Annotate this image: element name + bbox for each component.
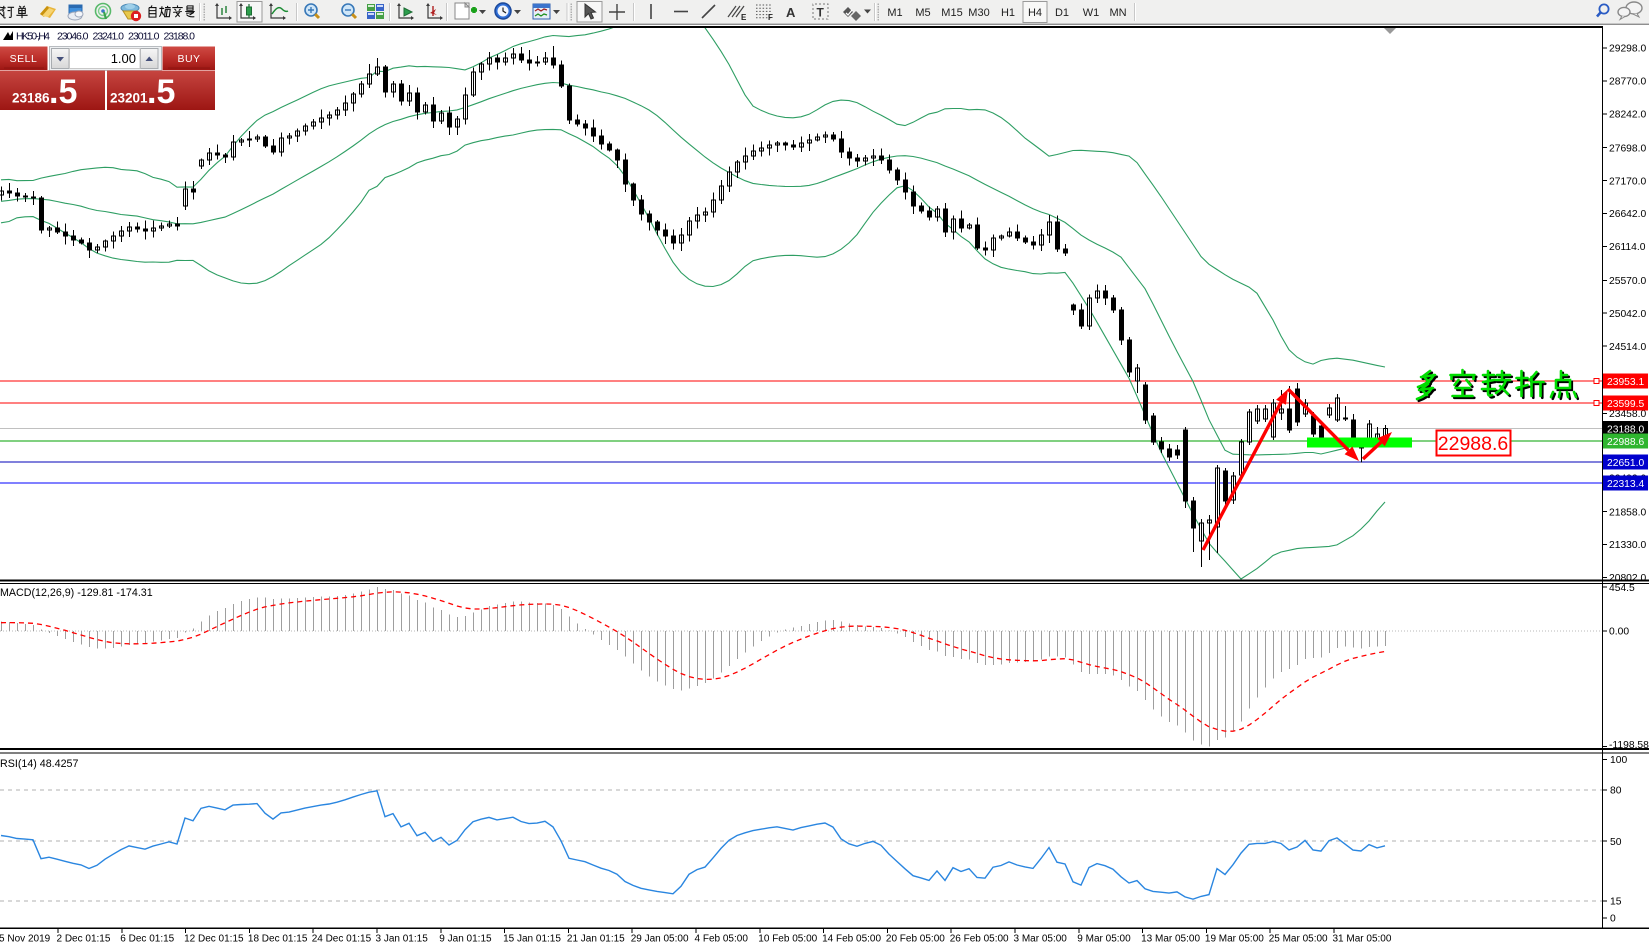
svg-text:23046.0: 23046.0 [57,31,89,43]
svg-text:15 Jan 01:15: 15 Jan 01:15 [503,934,561,945]
svg-text:H4: H4 [1028,7,1042,19]
svg-text:D1: D1 [1055,7,1069,19]
svg-text:18 Dec 01:15: 18 Dec 01:15 [248,934,308,945]
svg-text:20 Feb 05:00: 20 Feb 05:00 [886,934,945,945]
svg-text:28770.0: 28770.0 [1609,77,1646,88]
svg-text:23201: 23201 [110,91,148,106]
svg-text:1.00: 1.00 [111,51,136,66]
svg-text:HK50-,H4: HK50-,H4 [16,31,50,43]
svg-text:23188.0: 23188.0 [1607,425,1644,436]
svg-text:21330.0: 21330.0 [1609,540,1646,551]
svg-text:SELL: SELL [10,53,38,65]
svg-text:3 Jan 01:15: 3 Jan 01:15 [376,934,429,945]
svg-text:T: T [817,6,825,20]
svg-text:13 Mar 05:00: 13 Mar 05:00 [1141,934,1200,945]
svg-text:9 Jan 01:15: 9 Jan 01:15 [439,934,492,945]
svg-text:.5: .5 [49,73,77,111]
svg-text:12 Dec 01:15: 12 Dec 01:15 [184,934,244,945]
svg-text:10 Feb 05:00: 10 Feb 05:00 [758,934,817,945]
svg-text:9 Mar 05:00: 9 Mar 05:00 [1077,934,1131,945]
svg-text:24 Dec 01:15: 24 Dec 01:15 [312,934,372,945]
svg-text:M30: M30 [968,7,989,19]
svg-text:BUY: BUY [177,53,200,65]
svg-text:80: 80 [1610,786,1622,797]
svg-text:MN: MN [1109,7,1126,19]
svg-text:2 Dec 01:15: 2 Dec 01:15 [57,934,111,945]
svg-text:31 Mar 05:00: 31 Mar 05:00 [1333,934,1392,945]
svg-text:M1: M1 [887,7,902,19]
svg-text:25042.0: 25042.0 [1609,309,1646,320]
svg-text:23011.0: 23011.0 [128,31,160,43]
svg-text:F: F [768,13,773,22]
svg-text:26114.0: 26114.0 [1609,242,1646,253]
svg-text:-1198.58: -1198.58 [1609,740,1649,751]
svg-text:100: 100 [1610,755,1627,766]
svg-text:21 Jan 01:15: 21 Jan 01:15 [567,934,625,945]
svg-text:454.5: 454.5 [1609,583,1635,594]
svg-text:29298.0: 29298.0 [1609,44,1646,55]
svg-text:15: 15 [1610,897,1622,908]
svg-text:M15: M15 [941,7,962,19]
svg-text:50: 50 [1610,837,1622,848]
svg-text:25 Nov 2019: 25 Nov 2019 [0,934,51,945]
svg-text:0.00: 0.00 [1609,627,1629,638]
svg-text:0: 0 [1610,914,1616,925]
svg-text:6 Dec 01:15: 6 Dec 01:15 [120,934,174,945]
svg-text:22313.4: 22313.4 [1607,479,1644,490]
svg-text:RSI(14) 48.4257: RSI(14) 48.4257 [0,758,78,770]
svg-text:27698.0: 27698.0 [1609,143,1646,154]
svg-text:A: A [786,5,796,20]
svg-text:23953.1: 23953.1 [1607,377,1644,388]
svg-text:4 Feb 05:00: 4 Feb 05:00 [695,934,749,945]
svg-text:22988.6: 22988.6 [1607,437,1644,448]
svg-text:23241.0: 23241.0 [93,31,125,43]
svg-text:26642.0: 26642.0 [1609,209,1646,220]
svg-text:22651.0: 22651.0 [1607,458,1644,469]
svg-text:28242.0: 28242.0 [1609,110,1646,121]
svg-text:W1: W1 [1083,7,1100,19]
svg-text:29 Jan 05:00: 29 Jan 05:00 [631,934,689,945]
svg-text:E: E [741,13,747,22]
svg-text:M5: M5 [915,7,930,19]
svg-text:26 Feb 05:00: 26 Feb 05:00 [950,934,1009,945]
svg-text:23188.0: 23188.0 [164,31,196,43]
svg-text:14 Feb 05:00: 14 Feb 05:00 [822,934,881,945]
svg-text:20802.0: 20802.0 [1609,573,1646,584]
svg-text:H1: H1 [1001,7,1015,19]
svg-text:19 Mar 05:00: 19 Mar 05:00 [1205,934,1264,945]
svg-text:23458.0: 23458.0 [1609,409,1646,420]
svg-text:MACD(12,26,9) -129.81 -174.31: MACD(12,26,9) -129.81 -174.31 [0,587,153,599]
svg-text:.5: .5 [147,73,175,111]
svg-text:22988.6: 22988.6 [1438,433,1509,455]
svg-text:23186: 23186 [12,91,50,106]
svg-text:21858.0: 21858.0 [1609,507,1646,518]
svg-text:3 Mar 05:00: 3 Mar 05:00 [1014,934,1068,945]
svg-text:23599.5: 23599.5 [1607,399,1644,410]
svg-text:25 Mar 05:00: 25 Mar 05:00 [1269,934,1328,945]
svg-text:25570.0: 25570.0 [1609,276,1646,287]
svg-text:24514.0: 24514.0 [1609,342,1646,353]
svg-text:27170.0: 27170.0 [1609,176,1646,187]
